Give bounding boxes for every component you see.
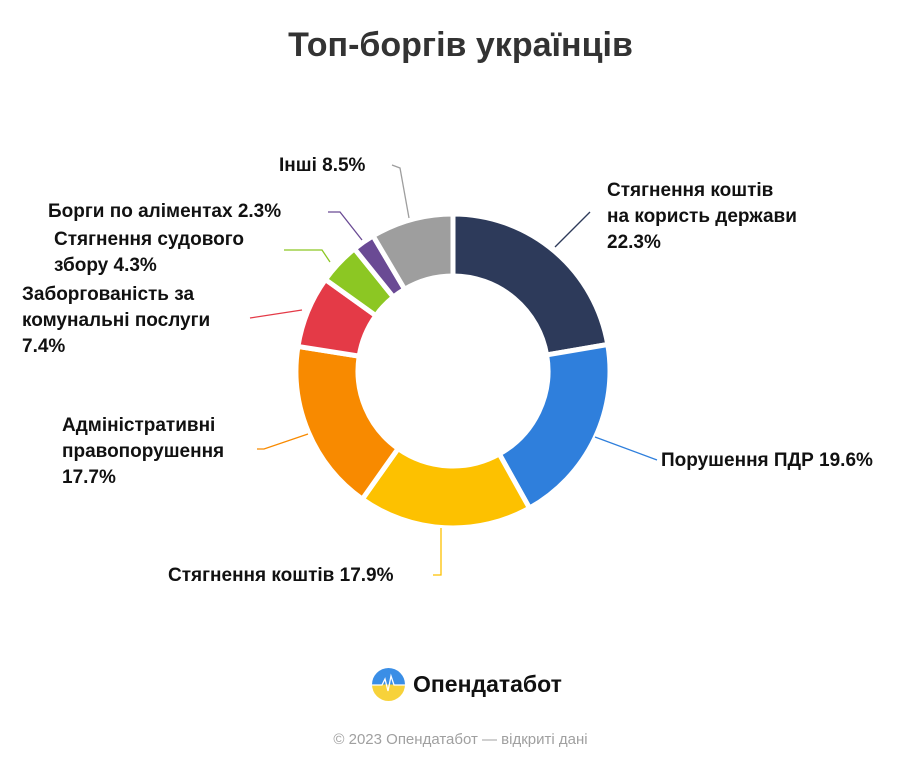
footer-copyright: © 2023 Опендатабот — відкриті дані bbox=[333, 731, 588, 748]
label-line: збору 4.3% bbox=[54, 255, 157, 276]
leader-lines bbox=[249, 164, 658, 576]
leader-line bbox=[554, 211, 591, 248]
leader-line bbox=[257, 433, 309, 450]
brand-name: Опендатабот bbox=[413, 671, 562, 697]
label-utilities: Заборгованість за комунальні послуги 7.4… bbox=[22, 282, 210, 360]
label-traffic-violations: Порушення ПДР 19.6% bbox=[661, 450, 873, 471]
leader-line bbox=[391, 164, 410, 219]
leader-line bbox=[284, 249, 331, 263]
label-alimony: Борги по аліментах 2.3% bbox=[48, 201, 282, 222]
brand-logo: Опендатабот bbox=[372, 668, 562, 701]
label-fund-collection: Стягнення коштів 17.9% bbox=[168, 565, 394, 586]
label-court-fee: Стягнення судового збору 4.3% bbox=[54, 227, 244, 279]
label-line: Стягнення судового bbox=[54, 229, 245, 250]
label-line: правопорушення bbox=[62, 441, 225, 462]
leader-line bbox=[328, 211, 363, 241]
label-line: Адміністративні bbox=[62, 415, 216, 436]
leader-line bbox=[594, 436, 658, 461]
chart-title: Топ-боргів українців bbox=[288, 26, 633, 64]
label-line: на користь держави bbox=[607, 206, 797, 227]
opendatabot-logo-icon bbox=[372, 668, 405, 701]
leader-line bbox=[249, 309, 303, 319]
label-administrative: Адміністративні правопорушення 17.7% bbox=[62, 413, 224, 491]
label-line: 7.4% bbox=[22, 336, 66, 357]
label-line: Стягнення коштів bbox=[607, 180, 774, 201]
label-other: Інші 8.5% bbox=[279, 155, 366, 176]
label-line: 22.3% bbox=[607, 232, 661, 253]
label-line: Заборгованість за bbox=[22, 284, 195, 305]
label-line: комунальні послуги bbox=[22, 310, 211, 331]
leader-line bbox=[433, 528, 442, 576]
donut-slice-0 bbox=[450, 211, 611, 358]
donut-slice-7 bbox=[370, 211, 456, 292]
label-state-collection: Стягнення коштів на користь держави 22.3… bbox=[607, 178, 797, 256]
label-line: 17.7% bbox=[62, 467, 116, 488]
